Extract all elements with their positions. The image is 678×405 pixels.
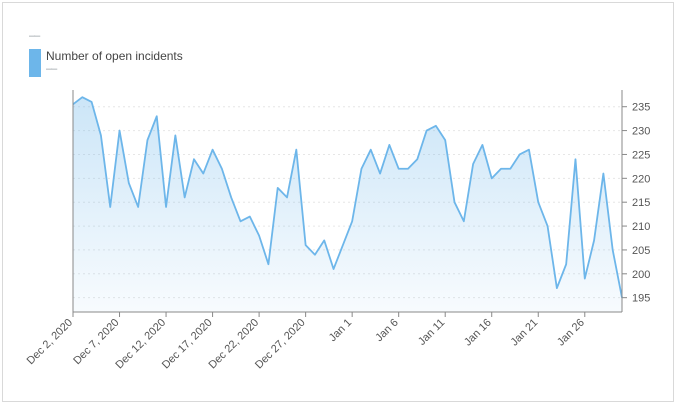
x-tick-label: Jan 1 — [327, 317, 355, 345]
y-tick-label: 210 — [632, 221, 650, 233]
x-tick-label: Jan 26 — [555, 317, 587, 349]
x-tick-label: Jan 6 — [373, 317, 401, 345]
legend-sublabel: –– — [46, 63, 57, 75]
x-tick-label: Jan 11 — [416, 317, 447, 348]
y-tick-label: 230 — [632, 126, 650, 138]
area-fill — [73, 97, 622, 313]
legend-swatch — [29, 49, 41, 77]
y-tick-label: 215 — [632, 197, 650, 209]
y-tick-label: 205 — [632, 245, 650, 257]
x-tick-label: Jan 21 — [509, 317, 541, 349]
legend: Number of open incidents –– — [29, 49, 183, 77]
y-tick-label: 200 — [632, 269, 650, 281]
series-line — [72, 96, 623, 298]
y-tick-label: 195 — [632, 293, 650, 305]
x-tick-label: Dec 27, 2020 — [253, 317, 308, 372]
y-tick-label: 235 — [632, 102, 650, 114]
x-tick-label: Dec 2, 2020 — [25, 317, 75, 367]
y-tick-label: 225 — [632, 149, 650, 161]
x-tick-label: Dec 7, 2020 — [71, 317, 121, 367]
x-tick-label: Jan 16 — [462, 317, 494, 349]
legend-label: Number of open incidents — [46, 49, 183, 63]
chart-title-placeholder: –– — [29, 30, 40, 42]
y-tick-label: 220 — [632, 173, 650, 185]
